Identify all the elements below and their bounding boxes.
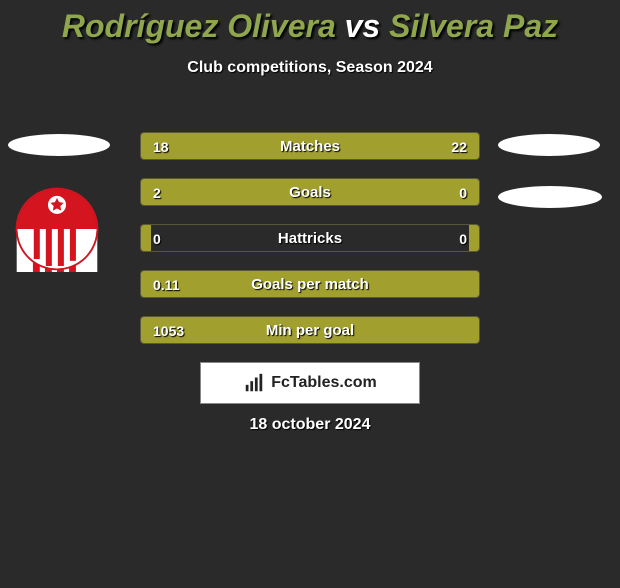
date-text: 18 october 2024 (0, 416, 620, 434)
player1-badge-placeholder-top (8, 134, 110, 156)
player2-name: Silvera Paz (389, 8, 558, 44)
subtitle: Club competitions, Season 2024 (0, 59, 620, 77)
club-badge (14, 186, 100, 272)
comparison-title: Rodríguez Olivera vs Silvera Paz (0, 8, 620, 45)
stat-label: Goals (141, 179, 479, 206)
stats-table: 18Matches222Goals00Hattricks00.11Goals p… (140, 132, 480, 362)
stat-row: 2Goals0 (140, 178, 480, 206)
stat-label: Matches (141, 133, 479, 160)
player1-name: Rodríguez Olivera (62, 8, 336, 44)
stat-row: 0Hattricks0 (140, 224, 480, 252)
source-logo: FcTables.com (200, 362, 420, 404)
player2-badge-placeholder-top (498, 134, 600, 156)
stat-value-right: 0 (459, 179, 467, 206)
source-logo-text: FcTables.com (271, 374, 377, 392)
stat-row: 18Matches22 (140, 132, 480, 160)
stat-row: 0.11Goals per match (140, 270, 480, 298)
stat-label: Goals per match (141, 271, 479, 298)
vs-text: vs (345, 8, 381, 44)
bar-chart-icon (243, 372, 265, 394)
stat-label: Min per goal (141, 317, 479, 344)
player2-badge-placeholder-mid (498, 186, 602, 208)
stat-value-right: 0 (459, 225, 467, 252)
stat-value-right: 22 (451, 133, 467, 160)
stat-row: 1053Min per goal (140, 316, 480, 344)
stat-label: Hattricks (141, 225, 479, 252)
